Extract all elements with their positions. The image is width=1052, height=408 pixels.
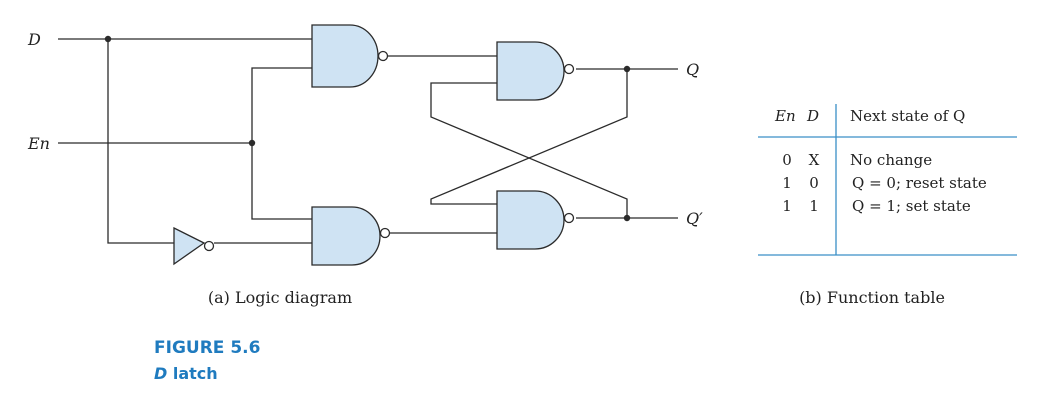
table-cell-d-0: X xyxy=(809,151,820,169)
figure-title: D latch xyxy=(154,364,218,383)
junctions xyxy=(104,35,631,222)
table-cell-d-2: 1 xyxy=(809,197,819,215)
figure-title-text: latch xyxy=(167,364,217,383)
function-table: En D Next state of Q 0 X No change 1 0 Q… xyxy=(758,104,1017,256)
table-cell-next-0: No change xyxy=(850,151,932,169)
caption-function-table: (b) Function table xyxy=(799,288,945,307)
table-cell-d-1: 0 xyxy=(809,174,819,192)
figure-number: FIGURE 5.6 xyxy=(154,338,260,358)
wire-en-down xyxy=(251,143,312,220)
table-cell-next-1: Q = 0; reset state xyxy=(852,174,987,192)
table-header-d: D xyxy=(806,107,819,125)
junction-q xyxy=(623,65,631,73)
junction-d xyxy=(104,35,112,43)
nand-gate-dnot-en xyxy=(311,206,391,266)
wires xyxy=(58,38,678,244)
nand-gate-d-en xyxy=(311,24,389,88)
table-cell-en-0: 0 xyxy=(782,151,792,169)
nand-gate-latch-qprime xyxy=(496,190,575,250)
table-cell-next-2: Q = 1; set state xyxy=(852,197,971,215)
junction-en xyxy=(248,139,256,147)
wire-en-up xyxy=(251,67,312,143)
inverter-gate xyxy=(173,226,215,266)
nand-gate-latch-q xyxy=(496,41,575,101)
figure-title-variable: D xyxy=(154,364,167,383)
wire-q-feedback xyxy=(430,69,628,205)
wire-d-branch xyxy=(107,39,174,244)
caption-logic-diagram: (a) Logic diagram xyxy=(208,288,352,307)
table-cell-en-1: 1 xyxy=(782,174,792,192)
signal-label-q: Q xyxy=(686,60,699,79)
table-header-next-state: Next state of Q xyxy=(850,107,965,125)
signal-label-en: En xyxy=(27,134,50,153)
signal-label-d: D xyxy=(27,30,41,49)
table-header-en: En xyxy=(774,107,796,125)
junction-qprime xyxy=(623,214,631,222)
table-cell-en-2: 1 xyxy=(782,197,792,215)
wire-qprime-feedback xyxy=(430,82,628,218)
signal-label-q-prime: Q′ xyxy=(686,209,703,228)
